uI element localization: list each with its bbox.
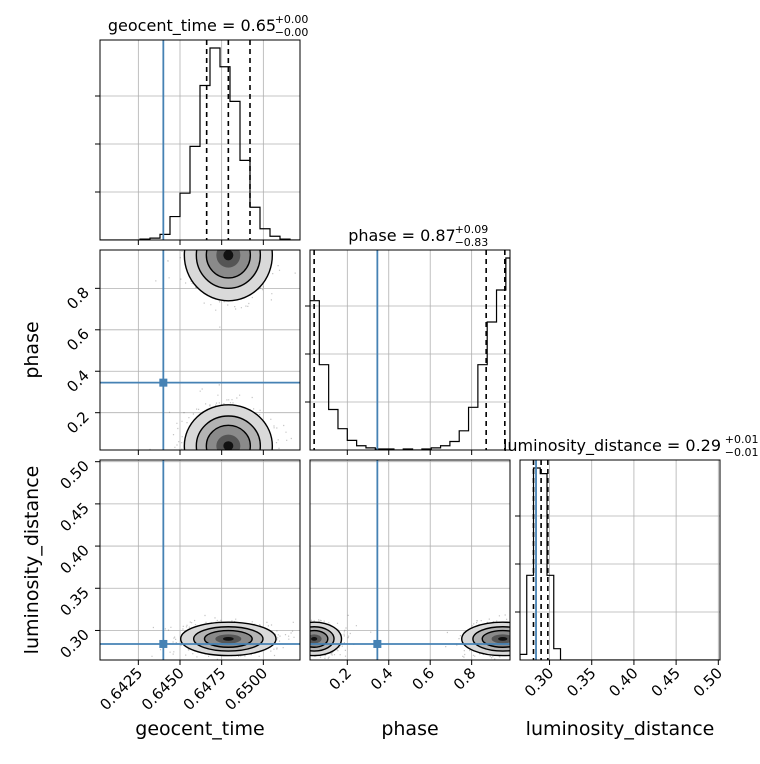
hist-clip-group-luminosity_distance [520,460,720,660]
xtick-label-luminosity_distance_x-4: 0.50 [690,664,726,700]
title-geocent_time: geocent_time = 0.65 [108,16,276,36]
panel-clip-geocent_time-phase [100,250,300,450]
hist-luminosity_distance [515,459,721,661]
hist-step-luminosity_distance [520,467,720,660]
xlabel-geocent_time: geocent_time [135,718,264,740]
hist-clip-group-phase [310,250,510,450]
ytick-label-luminosity_distance-2: 0.40 [56,541,92,577]
xtick-label-phase-3: 0.8 [450,664,480,694]
ylabel-luminosity_distance: luminosity_distance [21,466,43,655]
contour-2-0-4 [498,637,508,641]
hist-phase [305,249,511,451]
panel-2-frame [309,459,511,661]
panel-clip-geocent_time-luminosity_distance [100,460,300,660]
xtick-label-phase-2: 0.6 [408,664,438,694]
contour-0-1-4 [223,441,234,450]
title-sup-luminosity_distance: +0.01 [725,433,759,446]
ytick-label-phase-0: 0.2 [63,408,93,438]
hist-step-geocent_time [100,47,300,240]
xtick-label-luminosity_distance_x-3: 0.45 [648,664,684,700]
title-sub-geocent_time: −0.00 [275,26,309,39]
xtick-label-luminosity_distance_x-0: 0.30 [521,664,557,700]
panel-0-frame [99,249,301,451]
ytick-label-luminosity_distance-1: 0.35 [56,583,92,619]
title-sup-phase: +0.09 [455,223,489,236]
title-sub-phase: −0.83 [455,236,489,249]
xtick-label-luminosity_distance_x-1: 0.35 [563,664,599,700]
contour-2-1-4 [311,637,318,641]
title-sup-geocent_time: +0.00 [275,13,309,26]
hist-luminosity_distance-frame [519,459,721,661]
xtick-label-geocent_time-0: 0.6425 [96,664,146,714]
truth-marker-1 [159,639,168,648]
ytick-label-phase-3: 0.8 [63,283,93,313]
panel-clip-phase-luminosity_distance [310,460,510,660]
title-phase: phase = 0.87 [348,226,455,245]
hist-geocent_time [95,39,301,241]
ytick-label-phase-2: 0.6 [63,325,93,355]
title-sub-luminosity_distance: −0.01 [725,446,759,459]
title-luminosity_distance: luminosity_distance = 0.29 [503,436,721,456]
panel-geocent_time-phase [99,249,301,451]
truth-marker-2 [373,639,382,648]
contour-1-0-4 [222,637,234,641]
xtick-label-geocent_time-1: 0.6450 [138,664,188,714]
xtick-label-phase-0: 0.2 [326,664,356,694]
hist-geocent_time-frame [99,39,301,241]
panel-geocent_time-luminosity_distance [99,459,301,661]
xtick-label-phase-1: 0.4 [367,664,397,694]
xtick-label-luminosity_distance_x-2: 0.40 [605,664,641,700]
xlabel-phase: phase [381,718,438,740]
panel-1-frame [99,459,301,661]
ytick-label-luminosity_distance-0: 0.30 [56,626,92,662]
ytick-label-phase-1: 0.4 [63,366,93,396]
hist-clip-group-geocent_time [100,40,300,240]
ytick-label-luminosity_distance-4: 0.50 [56,457,92,493]
xtick-label-geocent_time-2: 0.6475 [180,664,230,714]
xlabel-luminosity_distance: luminosity_distance [526,718,715,740]
panel-phase-luminosity_distance [309,459,511,661]
truth-marker-0 [159,378,168,387]
hist-phase-frame [309,249,511,451]
contour-0-0-4 [223,250,234,261]
ylabel-phase: phase [21,321,43,378]
hist-step-phase [310,257,510,450]
xtick-label-geocent_time-3: 0.6500 [221,664,271,714]
ytick-label-luminosity_distance-3: 0.45 [56,499,92,535]
